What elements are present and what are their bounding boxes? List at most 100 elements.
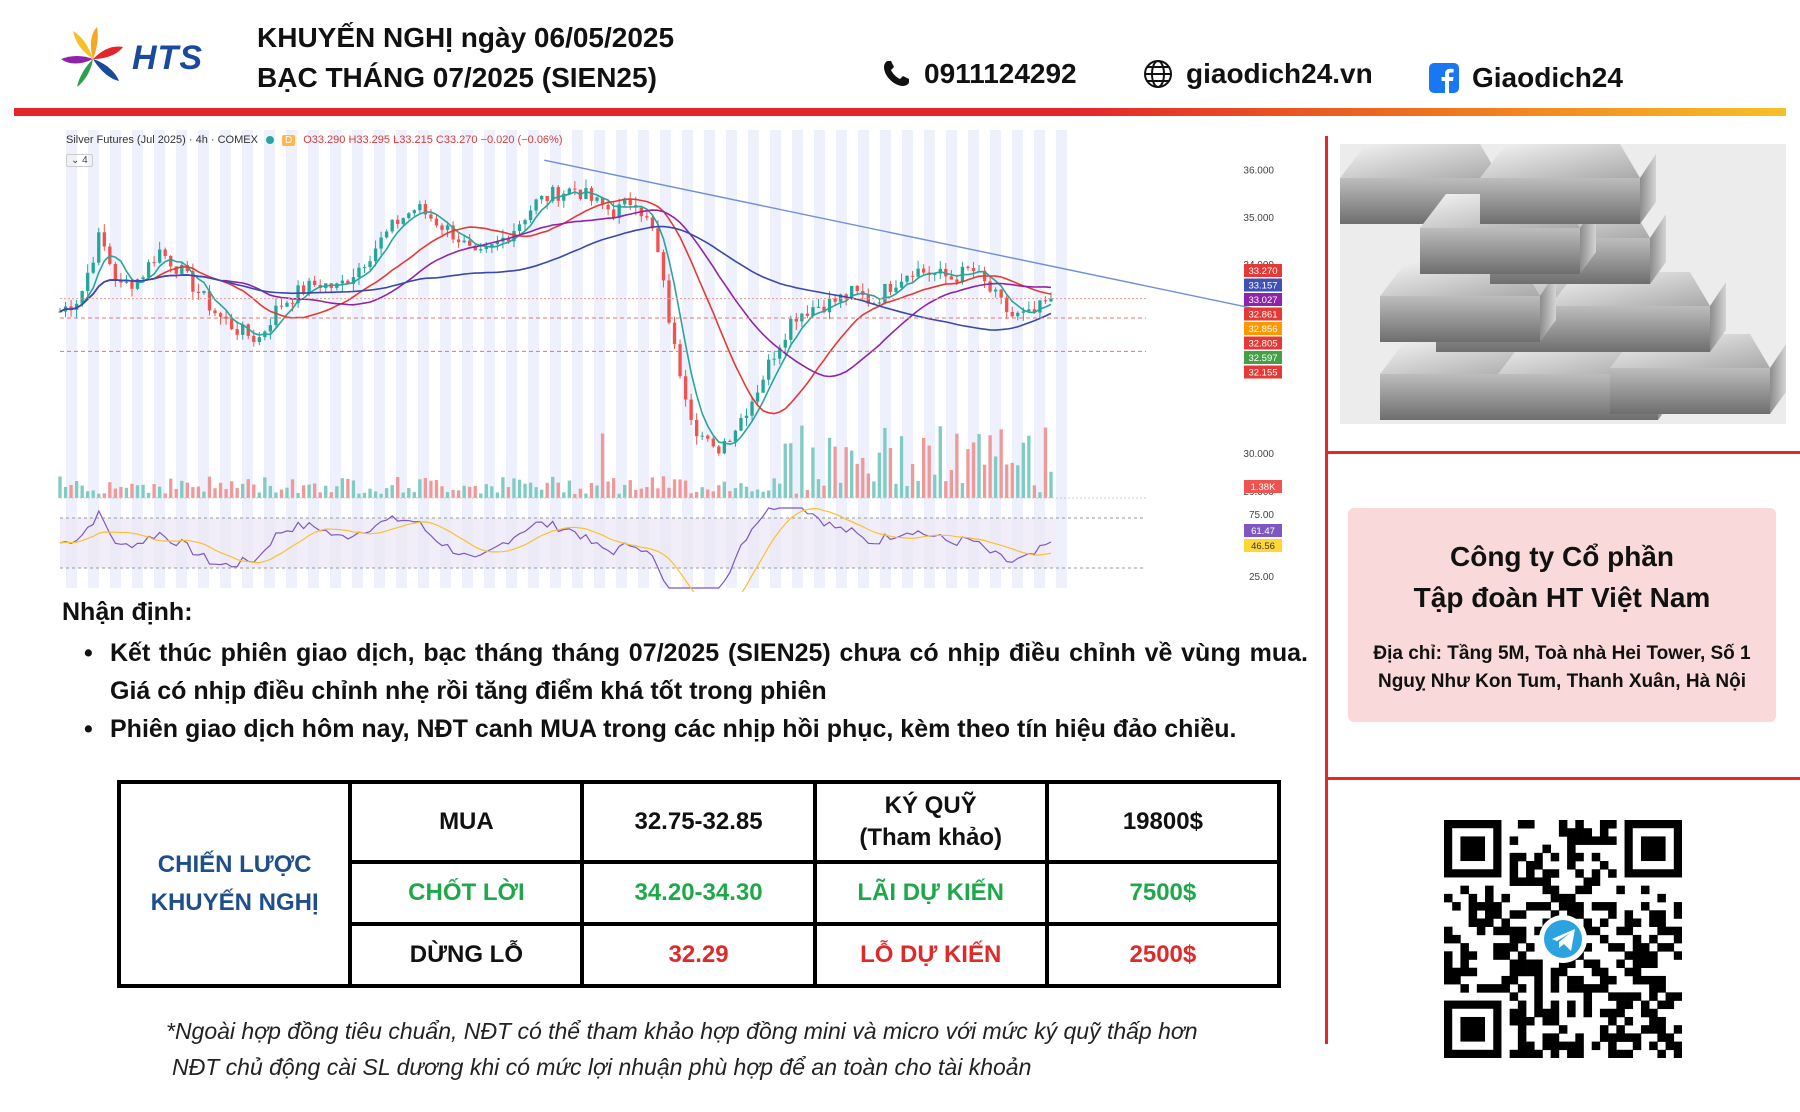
volume-bar: [390, 485, 394, 498]
qr-module: [1583, 992, 1593, 1001]
session-stripe: [396, 130, 407, 588]
qr-module: [1558, 1025, 1568, 1034]
qr-module: [1534, 992, 1543, 1001]
volume-bar: [512, 478, 516, 498]
session-stripe: [110, 130, 121, 588]
qr-module: [1583, 885, 1593, 895]
volume-bar: [218, 482, 223, 498]
contact-phone[interactable]: 0911124292: [880, 58, 1077, 90]
contact-facebook[interactable]: Giaodich24: [1428, 62, 1623, 94]
price-label-text: 33.027: [1248, 295, 1277, 306]
candle-body: [894, 287, 898, 292]
volume-bar: [822, 485, 826, 498]
qr-module: [1591, 902, 1601, 911]
candle-body: [1027, 309, 1031, 312]
candle-body: [866, 294, 870, 304]
qr-module: [1640, 1008, 1650, 1018]
qr-module: [1526, 869, 1535, 878]
candle-body: [567, 188, 572, 194]
volume-bar: [944, 481, 948, 498]
telegram-qr-code[interactable]: [1444, 820, 1683, 1059]
qr-module: [1575, 975, 1584, 985]
qr-module: [1665, 992, 1675, 1001]
qr-module: [1501, 943, 1510, 952]
qr-module: [1558, 902, 1568, 911]
volume-bar: [440, 486, 444, 498]
candle-body: [789, 318, 793, 340]
volume-bar: [761, 491, 765, 498]
volume-bar: [462, 485, 466, 498]
candle-body: [296, 285, 300, 304]
qr-module: [1567, 1049, 1576, 1059]
phone-icon: [884, 61, 909, 86]
volume-bar: [766, 490, 771, 498]
legend-collapse-button[interactable]: ⌄ 4: [66, 154, 93, 167]
candle-body: [910, 275, 915, 277]
volume-bar: [80, 485, 84, 498]
silver-bars-image: [1340, 144, 1786, 424]
qr-module: [1542, 844, 1551, 854]
volume-bar: [418, 479, 422, 498]
candle-body: [827, 298, 832, 313]
volume-bar: [578, 488, 583, 498]
qr-module: [1575, 820, 1584, 829]
qr-module: [1517, 1033, 1527, 1042]
contact-website[interactable]: giaodich24.vn: [1142, 58, 1373, 90]
volume-bar: [396, 477, 400, 498]
qr-module: [1558, 1041, 1568, 1051]
volume-bar: [69, 484, 73, 498]
qr-module: [1526, 967, 1535, 977]
chart-legend: Silver Futures (Jul 2025) · 4h · COMEX D…: [66, 134, 563, 146]
qr-module: [1649, 934, 1658, 944]
volume-bar: [490, 486, 494, 498]
company-name: Công ty Cổ phần Tập đoàn HT Việt Nam: [1348, 536, 1776, 618]
candle-body: [346, 280, 350, 284]
volume-bar: [97, 493, 101, 498]
volume-bar: [589, 483, 594, 498]
qr-module: [1673, 934, 1683, 944]
qr-module: [1649, 1016, 1658, 1026]
session-stripe: [352, 130, 363, 588]
report-title: KHUYẾN NGHỊ ngày 06/05/2025: [257, 22, 675, 53]
qr-module: [1550, 1033, 1560, 1042]
candle-body: [252, 335, 256, 343]
candle-body: [551, 187, 555, 202]
qr-module: [1649, 1041, 1658, 1051]
candle-body: [1038, 300, 1042, 313]
candle-body: [407, 213, 411, 219]
qr-module: [1567, 828, 1576, 837]
stop-loss-label: DỪNG LỖ: [348, 922, 585, 988]
qr-module: [1640, 951, 1650, 960]
session-stripe: [1034, 130, 1045, 588]
volume-bar: [833, 446, 837, 498]
qr-module: [1608, 1008, 1617, 1018]
volume-bar: [899, 436, 904, 498]
volume-bar: [429, 480, 433, 498]
volume-bar: [584, 493, 588, 498]
qr-module: [1608, 1016, 1617, 1026]
qr-module: [1591, 869, 1601, 878]
candle-body: [91, 262, 95, 273]
candle-body: [213, 310, 217, 314]
qr-module: [1534, 877, 1543, 886]
rsi-label-text: 61.47: [1251, 526, 1275, 537]
volume-bar: [567, 480, 572, 498]
session-stripe: [264, 130, 275, 588]
candle-body: [135, 279, 140, 289]
analysis-bullet: Phiên giao dịch hôm nay, NĐT canh MUA tr…: [84, 710, 1308, 748]
candle-body: [678, 344, 682, 377]
qr-module: [1673, 902, 1683, 911]
candle-body: [656, 228, 660, 253]
qr-module: [1534, 1008, 1543, 1018]
qr-module: [1583, 959, 1593, 969]
qr-module: [1509, 943, 1519, 952]
qr-module: [1616, 1049, 1625, 1059]
margin-label-line2: (Tham khảo): [859, 824, 1003, 851]
session-stripe: [616, 130, 627, 588]
candle-body: [218, 313, 223, 317]
qr-module: [1476, 918, 1486, 927]
candle-body: [468, 240, 472, 246]
candle-body: [396, 219, 400, 224]
strategy-label-line2: KHUYẾN NGHỊ: [150, 889, 319, 916]
candle-body: [185, 265, 190, 272]
